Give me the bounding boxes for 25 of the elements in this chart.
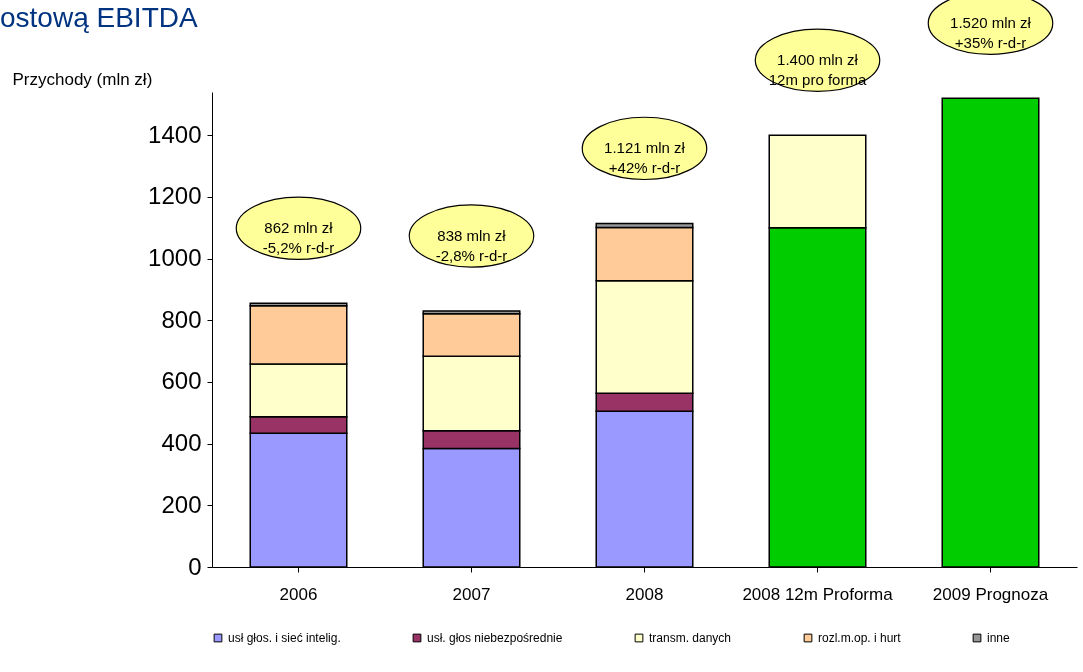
y-tick-label: 1200 [148, 182, 202, 210]
legend-label: transm. danych [649, 631, 732, 645]
text: 1.520 mln zł +35% r-d-r [950, 14, 1032, 52]
annotation: 1.121 mln zł +42% r-d-r [604, 139, 686, 177]
x-tick-label: 2007 [452, 584, 491, 604]
y-tick-label: 0 [188, 552, 202, 580]
y-tick-label: 800 [161, 305, 202, 333]
y-tick-label: 600 [161, 367, 202, 395]
x-tick-label: 2008 12m Proforma [742, 584, 894, 604]
text: 1.400 mln zł 12m pro forma [768, 51, 867, 89]
x-tick-label: 2006 [279, 584, 318, 604]
chart-title: ostową EBITDA [0, 2, 198, 34]
y-axis-title: Przychody (mln zł) [12, 69, 153, 89]
legend-label: usł. głos niebezpośrednie [427, 631, 563, 645]
y-tick-label: 1000 [148, 244, 202, 272]
annotation: 838 mln zł -2,8% r-d-r [435, 226, 508, 264]
legend-label: inne [987, 631, 1011, 645]
legend-label: rozl.m.op. i hurt [818, 631, 902, 645]
legend-label: usł głos. i sieć intelig. [228, 631, 341, 645]
annotation: 862 mln zł -5,2% r-d-r [262, 219, 335, 257]
x-tick-label: 2008 [625, 584, 664, 604]
y-tick-label: 400 [161, 429, 202, 457]
y-tick-label: 1400 [148, 120, 202, 148]
x-tick-label: 2009 Prognoza [932, 584, 1049, 604]
y-tick-label: 200 [161, 490, 202, 518]
